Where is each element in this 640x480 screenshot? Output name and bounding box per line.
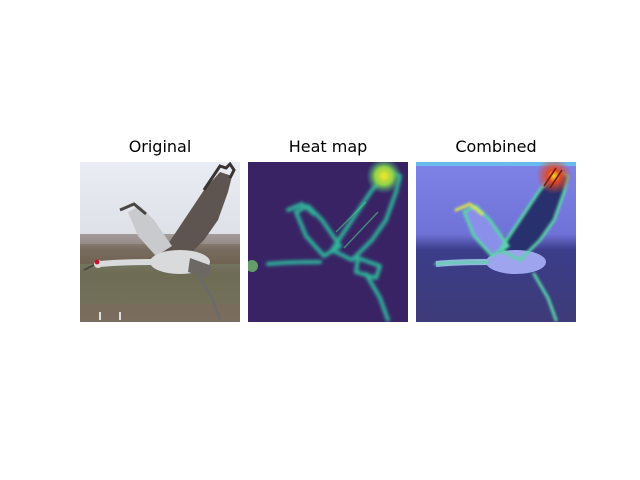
panel-original: Original bbox=[80, 0, 240, 480]
combined-image bbox=[416, 162, 576, 322]
panel-title-heatmap: Heat map bbox=[288, 137, 368, 156]
panel-heatmap: Heat map bbox=[248, 0, 408, 480]
crane-icon bbox=[83, 162, 236, 321]
panel-combined: Combined bbox=[416, 0, 576, 480]
heatmap-image bbox=[248, 162, 408, 322]
panel-title-combined: Combined bbox=[455, 137, 537, 156]
panel-title-original: Original bbox=[128, 137, 192, 156]
original-image bbox=[80, 162, 240, 322]
